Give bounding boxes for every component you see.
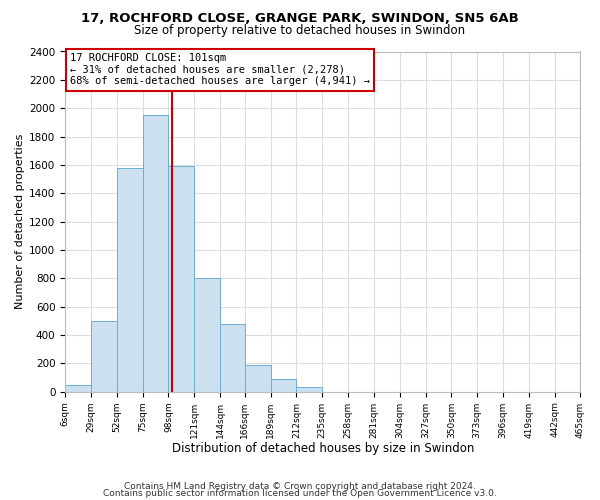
Text: Size of property relative to detached houses in Swindon: Size of property relative to detached ho… — [134, 24, 466, 37]
Bar — [245, 365, 271, 392]
Bar — [296, 388, 322, 392]
Text: Contains public sector information licensed under the Open Government Licence v3: Contains public sector information licen… — [103, 490, 497, 498]
Y-axis label: Number of detached properties: Number of detached properties — [15, 134, 25, 310]
Bar — [194, 278, 220, 392]
Bar — [91, 321, 117, 392]
Bar — [220, 324, 245, 392]
Text: 17 ROCHFORD CLOSE: 101sqm
← 31% of detached houses are smaller (2,278)
68% of se: 17 ROCHFORD CLOSE: 101sqm ← 31% of detac… — [70, 53, 370, 86]
Bar — [143, 116, 169, 392]
Bar — [117, 168, 143, 392]
Text: 17, ROCHFORD CLOSE, GRANGE PARK, SWINDON, SN5 6AB: 17, ROCHFORD CLOSE, GRANGE PARK, SWINDON… — [81, 12, 519, 26]
X-axis label: Distribution of detached houses by size in Swindon: Distribution of detached houses by size … — [172, 442, 474, 455]
Text: Contains HM Land Registry data © Crown copyright and database right 2024.: Contains HM Land Registry data © Crown c… — [124, 482, 476, 491]
Bar — [65, 384, 91, 392]
Bar — [169, 166, 194, 392]
Bar — [271, 379, 296, 392]
